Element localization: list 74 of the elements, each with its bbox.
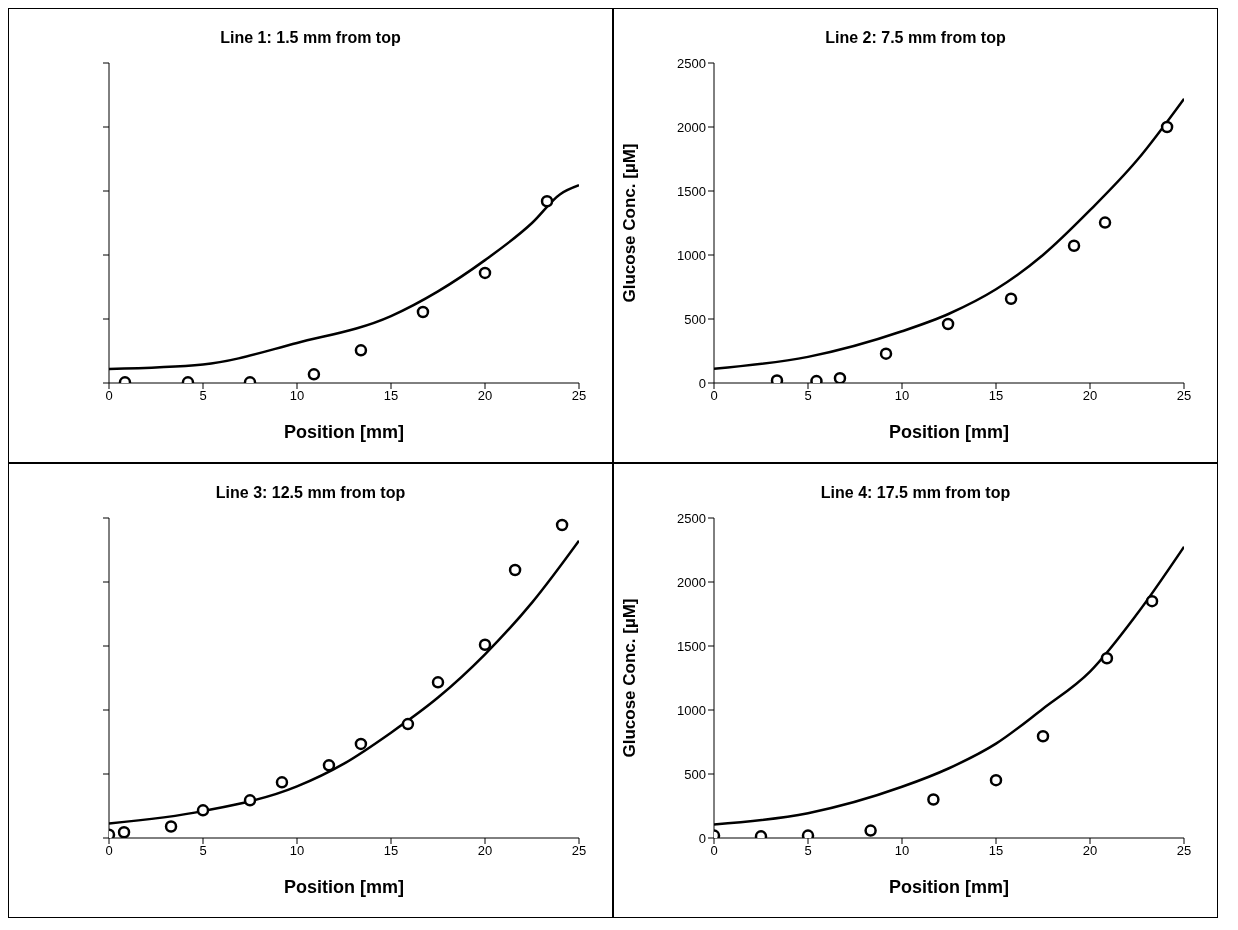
y-tick-label: 1000	[677, 702, 706, 718]
x-tick-label: 15	[988, 388, 1004, 404]
x-tick-label: 10	[289, 388, 305, 404]
x-tick-label: 0	[710, 388, 718, 404]
point	[478, 638, 492, 651]
point	[431, 676, 445, 689]
x-axis-title: Position [mm]	[889, 877, 1009, 897]
point	[1004, 292, 1018, 306]
y-tick-label: 2000	[677, 119, 706, 135]
y-tick-label: 1500	[677, 638, 706, 654]
point	[864, 824, 877, 837]
x-tick-label: 25	[571, 388, 587, 404]
y-tick-label: 0	[698, 375, 706, 391]
x-tick-label: 20	[477, 388, 493, 404]
x-tick-label: 0	[105, 388, 113, 404]
y-tick-label: 500	[684, 311, 706, 327]
point	[1145, 594, 1159, 608]
y-axis-title: Glucose Conc. [µM]	[620, 143, 640, 303]
point	[941, 317, 955, 331]
point	[401, 717, 415, 731]
x-tick-label: 20	[1082, 388, 1098, 404]
y-tick-label: 0	[698, 830, 706, 846]
x-tick-label: 20	[477, 843, 493, 859]
y-tick-label: 2500	[677, 510, 706, 526]
x-tick-label: 5	[804, 843, 812, 859]
point	[117, 825, 131, 838]
point	[555, 518, 569, 532]
point	[164, 820, 178, 833]
point	[416, 305, 430, 319]
y-tick-label: 1000	[677, 247, 706, 263]
point	[1160, 120, 1174, 134]
y-tick-label: 2500	[677, 55, 706, 71]
chart-title: Line 1: 1.5 mm from top	[219, 28, 402, 48]
x-tick-label: 10	[289, 843, 305, 859]
x-axis-title: Position [mm]	[284, 422, 404, 442]
x-tick-label: 25	[1176, 388, 1192, 404]
x-tick-label: 10	[894, 843, 910, 859]
point	[540, 194, 554, 208]
y-tick-label: 1500	[677, 183, 706, 199]
point	[989, 773, 1003, 787]
point	[1100, 652, 1114, 665]
x-tick-label: 5	[199, 843, 207, 859]
x-tick-label: 0	[710, 843, 718, 859]
x-tick-label: 0	[105, 843, 113, 859]
x-tick-label: 15	[383, 843, 399, 859]
point	[243, 794, 257, 807]
chart-title: Line 2: 7.5 mm from top	[824, 28, 1007, 48]
chart-title: Line 3: 12.5 mm from top	[214, 483, 407, 503]
x-tick-label: 5	[199, 388, 207, 404]
point	[927, 793, 940, 806]
point	[478, 266, 492, 280]
point	[322, 759, 336, 772]
x-axis-title: Position [mm]	[889, 422, 1009, 442]
x-tick-label: 15	[988, 843, 1004, 859]
x-tick-label: 15	[383, 388, 399, 404]
point	[1036, 729, 1050, 743]
point	[879, 347, 893, 360]
point	[833, 371, 847, 383]
point	[196, 804, 210, 817]
x-tick-label: 5	[804, 388, 812, 404]
x-axis-title: Position [mm]	[284, 877, 404, 897]
point	[508, 563, 522, 577]
x-tick-label: 25	[571, 843, 587, 859]
x-tick-label: 10	[894, 388, 910, 404]
chart-title: Line 4: 17.5 mm from top	[819, 483, 1012, 503]
point	[1098, 216, 1112, 229]
y-axis-title: Glucose Conc. [µM]	[620, 598, 640, 758]
point	[1067, 239, 1081, 253]
x-tick-label: 25	[1176, 843, 1192, 859]
point	[275, 776, 289, 789]
y-tick-label: 500	[684, 766, 706, 782]
point	[354, 737, 368, 751]
x-tick-label: 20	[1082, 843, 1098, 859]
y-tick-label: 2000	[677, 574, 706, 590]
